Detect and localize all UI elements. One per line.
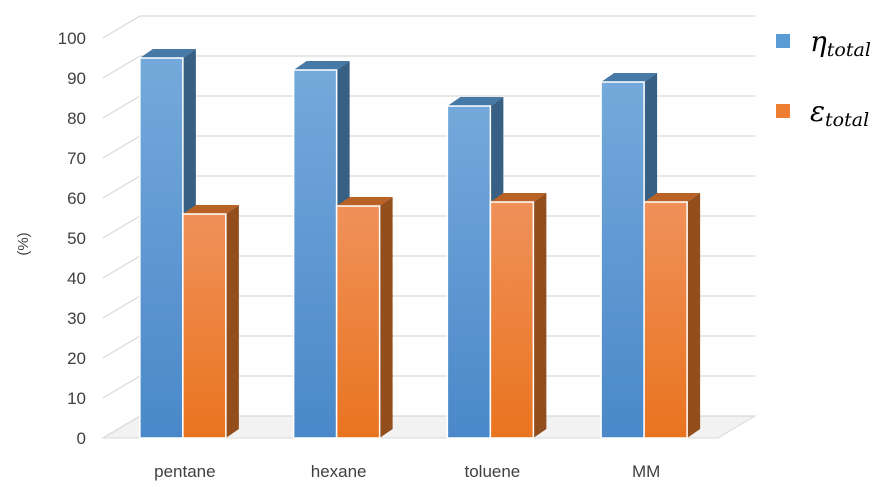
y-tick-label: 70 xyxy=(67,149,86,168)
bar-top xyxy=(490,193,547,202)
bar xyxy=(643,193,701,439)
y-axis-tick-labels: 0 10 20 30 40 50 60 70 80 90 100 xyxy=(58,29,86,448)
y-tick-label: 0 xyxy=(77,429,86,448)
legend: ηtotal εtotal xyxy=(776,25,871,131)
legend-swatch xyxy=(776,104,790,118)
bar-side xyxy=(225,205,239,438)
bar-top xyxy=(601,73,658,82)
bar-top xyxy=(447,97,504,106)
x-tick-label: toluene xyxy=(464,462,520,481)
bar xyxy=(182,205,239,439)
bar-front xyxy=(643,201,688,439)
y-axis-label: (%) xyxy=(15,232,32,255)
bar-top xyxy=(293,61,350,70)
bar-front xyxy=(292,69,338,439)
gridline xyxy=(102,95,755,119)
x-tick-label: pentane xyxy=(154,462,215,481)
bar-side xyxy=(533,193,547,438)
y-tick-label: 50 xyxy=(67,229,86,248)
bar-top xyxy=(182,205,239,214)
y-tick-label: 100 xyxy=(58,29,86,48)
legend-label: ηtotal xyxy=(810,25,871,61)
y-tick-label: 90 xyxy=(67,69,86,88)
bar-front xyxy=(600,81,645,439)
y-tick-label: 40 xyxy=(67,269,86,288)
bar-front xyxy=(139,57,184,439)
legend-label: εtotal xyxy=(810,95,869,131)
bar-front xyxy=(335,205,381,439)
bar-side xyxy=(379,197,393,438)
y-tick-label: 20 xyxy=(67,349,86,368)
y-tick-label: 60 xyxy=(67,189,86,208)
bar-front xyxy=(489,201,535,439)
y-tick-label: 80 xyxy=(67,109,86,128)
bar-top xyxy=(644,193,701,202)
bar-front xyxy=(446,105,492,439)
x-axis-category-labels: pentane hexane toluene MM xyxy=(154,462,660,481)
x-tick-label: MM xyxy=(632,462,660,481)
bar-top xyxy=(336,197,393,206)
legend-swatch xyxy=(776,34,790,48)
bar-top xyxy=(139,49,196,58)
bar xyxy=(489,193,547,439)
bar xyxy=(335,197,393,439)
x-tick-label: hexane xyxy=(311,462,367,481)
bars xyxy=(139,49,701,439)
y-tick-label: 10 xyxy=(67,389,86,408)
y-tick-label: 30 xyxy=(67,309,86,328)
bar-side xyxy=(687,193,701,438)
bar xyxy=(600,73,658,439)
gridline xyxy=(102,55,755,79)
gridline xyxy=(102,15,755,39)
bar-front xyxy=(182,213,227,439)
gridline xyxy=(102,135,755,159)
